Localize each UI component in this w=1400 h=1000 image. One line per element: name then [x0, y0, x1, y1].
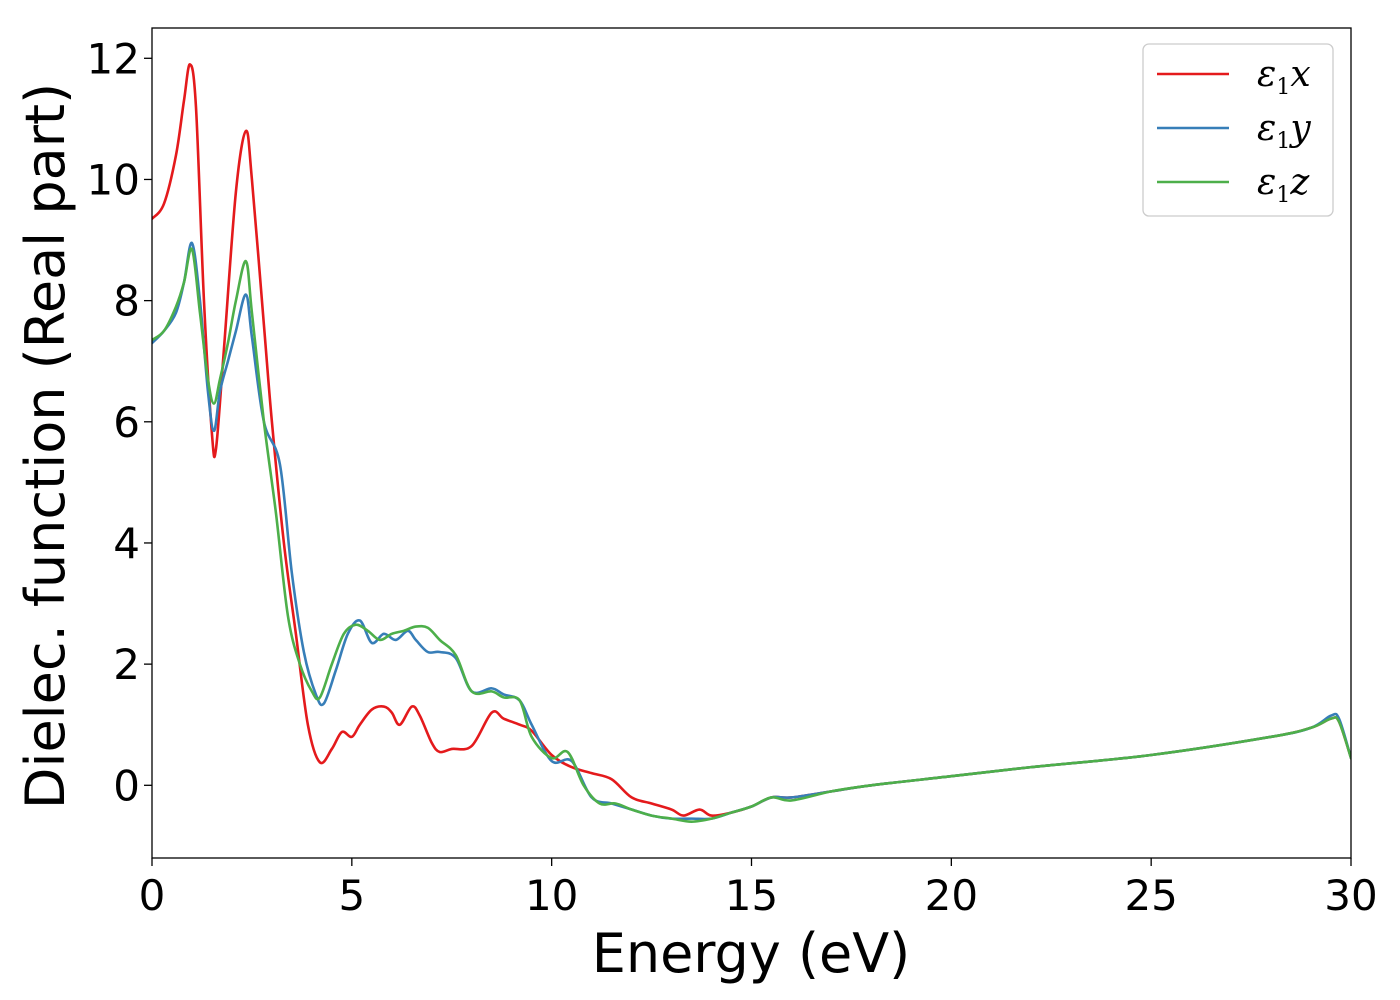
x-tick-label: 10: [525, 871, 578, 920]
y-tick-label: 4: [113, 519, 140, 568]
x-tick-label: 30: [1324, 871, 1377, 920]
series-lines: [152, 63, 1351, 823]
y-axis-label: Dielec. function (Real part): [14, 83, 77, 809]
x-axis-label: Energy (eV): [592, 922, 911, 985]
y-tick-label: 12: [87, 34, 140, 83]
y-tick-label: 6: [113, 398, 140, 447]
x-tick-label: 15: [725, 871, 778, 920]
x-tick-label: 0: [139, 871, 166, 920]
legend-box: [1142, 43, 1334, 217]
x-tick-label: 20: [925, 871, 978, 920]
y-tick-label: 8: [113, 277, 140, 326]
series-line-2: [152, 241, 1351, 821]
legend-label: ε1y: [1257, 108, 1311, 154]
legend: ε1x ε1y ε1z: [1142, 43, 1334, 217]
x-tick-label: 5: [338, 871, 365, 920]
y-tick-label: 2: [113, 640, 140, 689]
x-tick-label: 25: [1124, 871, 1177, 920]
legend-label: ε1x: [1257, 54, 1311, 100]
y-tick-label: 0: [113, 761, 140, 810]
y-tick-label: 10: [87, 155, 140, 204]
series-line-3: [152, 247, 1351, 823]
axis-ticks: 0 5 10 15 20 25 30 0 2 4 6 8 10 12: [87, 34, 1378, 920]
legend-label: ε1z: [1257, 162, 1310, 208]
